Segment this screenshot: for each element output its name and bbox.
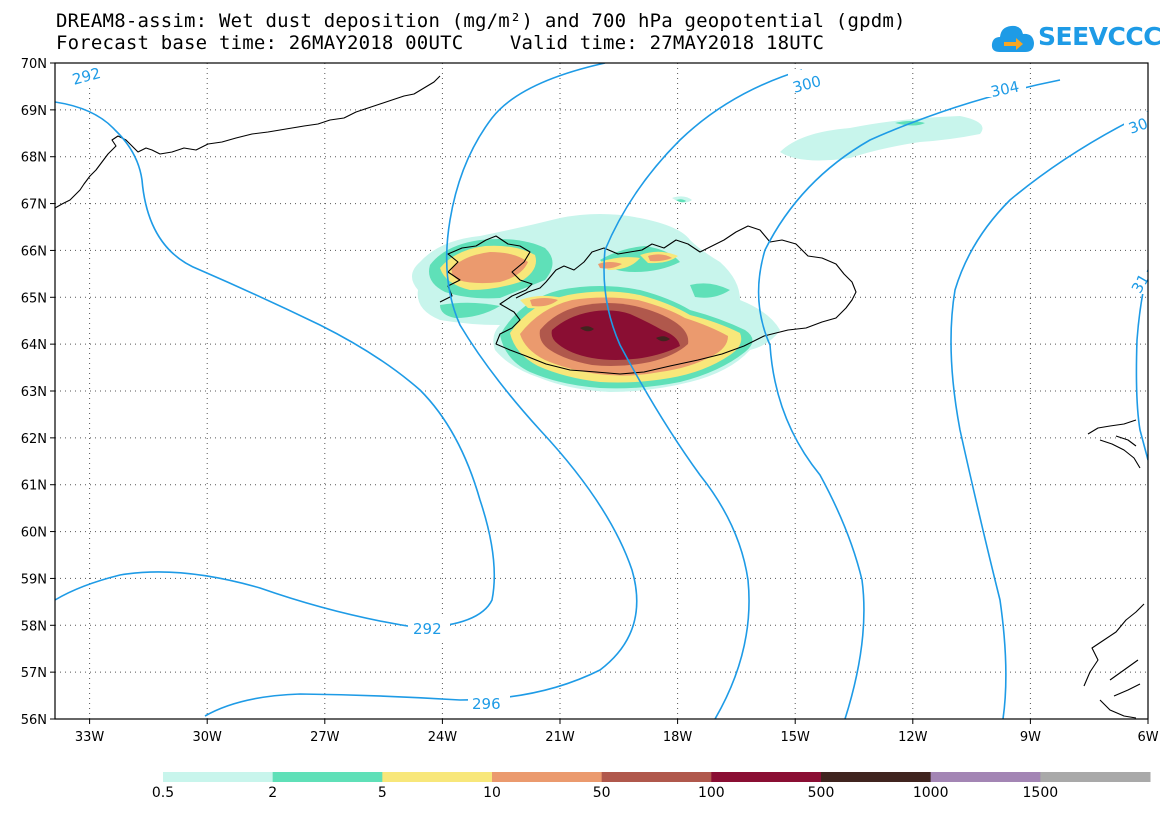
coastlines [55,75,1145,719]
colorbar-swatch [930,772,1041,782]
colorbar-label: 5 [378,785,387,801]
lat-label: 60N [21,526,47,541]
lat-label: 61N [21,479,47,494]
latitude-labels: 70N 69N 68N 67N 66N 65N 64N 63N 62N 61N 60N 59N 58N 5… [21,57,47,728]
cloud-arrow-icon [991,25,1034,52]
colorbar-label: 10 [483,785,501,801]
lon-label: 30W [192,730,222,745]
contour-labels: 292 300 304 30 31 292 296 [64,63,1153,714]
lon-label: 12W [898,730,928,745]
graticule [55,63,1148,719]
lat-label: 57N [21,666,47,681]
contour-label: 30 [1126,114,1150,137]
colorbar: 0.5 2 5 10 50 100 500 1000 1500 [152,772,1151,801]
lat-label: 62N [21,432,47,447]
lat-label: 56N [21,713,47,728]
lon-label: 9W [1020,730,1041,745]
lat-label: 63N [21,385,47,400]
colorbar-label: 500 [808,785,835,801]
colorbar-label: 0.5 [152,785,174,801]
logo-text: SEEVCCC [1038,22,1162,51]
lat-label: 59N [21,572,47,587]
colorbar-label: 50 [593,785,611,801]
map-title: DREAM8-assim: Wet dust deposition (mg/m²… [56,10,906,32]
lon-label: 15W [780,730,810,745]
colorbar-swatch [1040,772,1151,782]
colorbar-label: 1500 [1023,785,1059,801]
colorbar-label: 2 [268,785,277,801]
colorbar-swatch [163,772,274,782]
lat-label: 64N [21,338,47,353]
lat-label: 58N [21,619,47,634]
longitude-labels: 33W 30W 27W 24W 21W 18W 15W 12W 9W 6W [75,730,1159,745]
contour-label: 292 [413,620,442,638]
colorbar-label: 1000 [913,785,949,801]
lon-label: 6W [1137,730,1158,745]
dust-deposition-field [411,116,983,392]
lat-label: 69N [21,104,47,119]
lon-label: 27W [310,730,340,745]
seevccc-logo: SEEVCCC [990,18,1162,58]
colorbar-swatch [492,772,603,782]
geopotential-contours [55,63,1148,719]
lon-label: 18W [663,730,693,745]
colorbar-swatch [711,772,822,782]
contour-label: 304 [989,78,1021,102]
contour-label: 296 [472,695,501,713]
lat-label: 70N [21,57,47,72]
colorbar-swatch [821,772,932,782]
colorbar-swatch [382,772,493,782]
map-subtitle: Forecast base time: 26MAY2018 00UTC Vali… [56,32,825,54]
lon-label: 24W [428,730,458,745]
lon-label: 33W [75,730,105,745]
colorbar-swatch [272,772,383,782]
colorbar-label: 100 [698,785,725,801]
colorbar-swatch [601,772,712,782]
lat-label: 68N [21,151,47,166]
contour-label: 31 [1128,271,1153,297]
lat-label: 67N [21,198,47,213]
lat-label: 65N [21,291,47,306]
lon-label: 21W [545,730,575,745]
lat-label: 66N [21,244,47,259]
